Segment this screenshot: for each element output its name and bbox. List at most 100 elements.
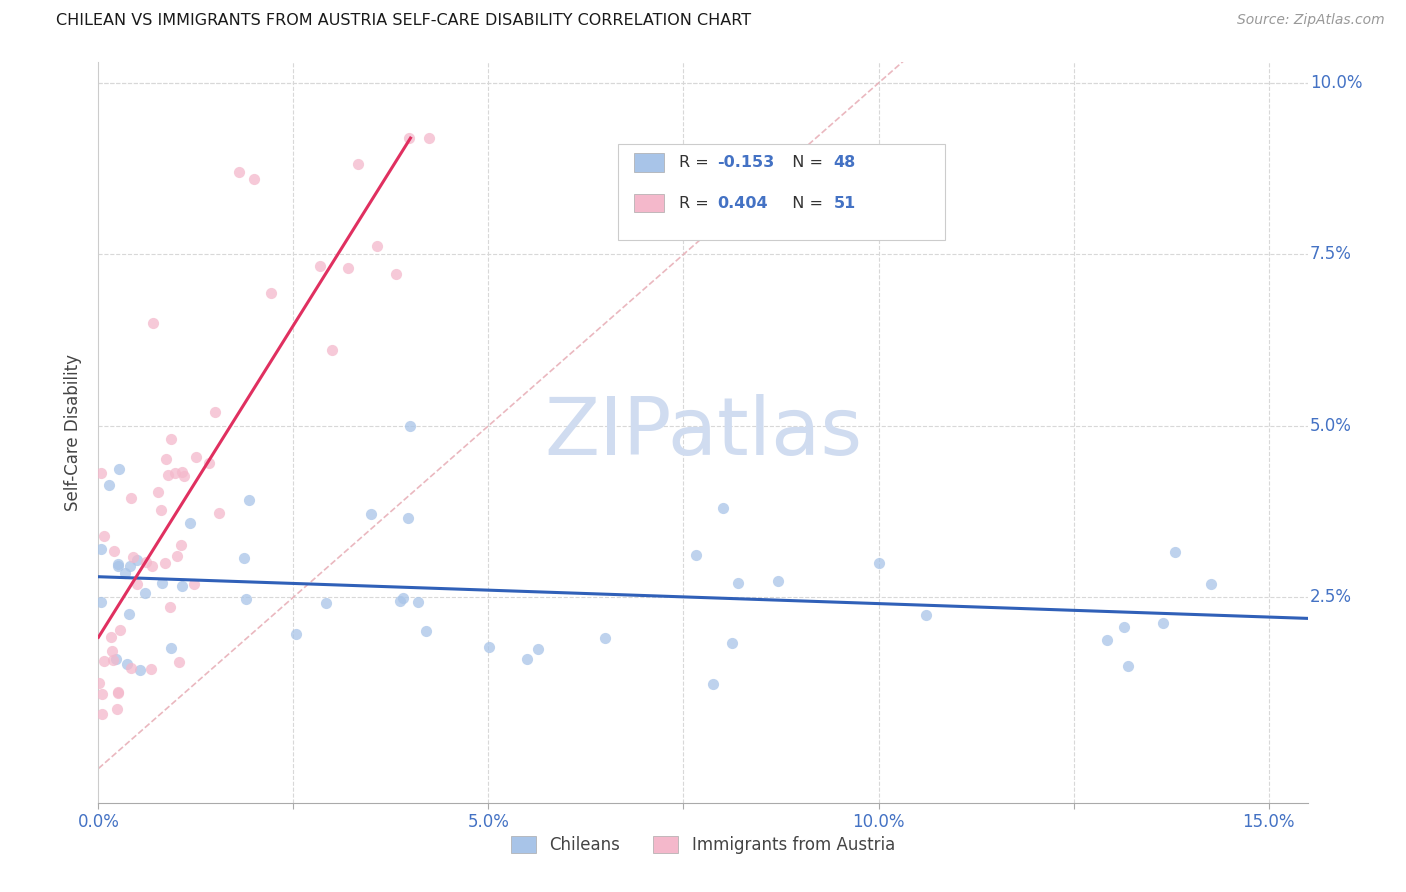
Point (396, 511, 419, 525)
Point (142, 316, 165, 330)
Point (105, 702, 128, 716)
Point (118, 558, 141, 573)
Point (360, 507, 382, 521)
Text: N =: N = (782, 155, 828, 169)
Point (516, 652, 538, 666)
Point (389, 593, 412, 607)
Point (727, 576, 749, 591)
Point (711, 501, 734, 516)
Point (169, 538, 191, 552)
Text: Source: ZipAtlas.com: Source: ZipAtlas.com (1237, 13, 1385, 28)
Point (107, 558, 129, 573)
Point (90, 466, 112, 480)
Point (120, 491, 142, 505)
Text: ZIPatlas: ZIPatlas (544, 393, 862, 472)
Point (139, 662, 162, 676)
FancyBboxPatch shape (634, 194, 664, 212)
Point (150, 503, 173, 517)
Point (285, 627, 308, 641)
Text: 2.5%: 2.5% (1310, 588, 1353, 607)
Point (90, 687, 112, 701)
Point (399, 418, 422, 433)
Point (93, 529, 115, 543)
Y-axis label: Self-Care Disability: Self-Care Disability (65, 354, 83, 511)
Point (720, 636, 742, 650)
Point (167, 655, 190, 669)
Point (243, 172, 266, 186)
Point (134, 586, 156, 600)
Text: N =: N = (782, 195, 828, 211)
Point (107, 685, 129, 699)
Point (398, 131, 420, 145)
Point (702, 676, 724, 690)
Point (160, 432, 183, 446)
Text: 48: 48 (834, 155, 856, 169)
Point (170, 579, 193, 593)
Point (166, 549, 188, 564)
Point (768, 574, 790, 588)
Point (89, 676, 111, 690)
Text: 10.0%: 10.0% (1310, 74, 1362, 92)
Point (595, 632, 617, 646)
Point (125, 552, 148, 566)
Point (915, 607, 938, 622)
Point (415, 624, 437, 638)
Point (1116, 658, 1139, 673)
Point (159, 600, 181, 615)
Point (141, 559, 163, 574)
Point (347, 157, 370, 171)
Point (90, 542, 112, 557)
Point (1201, 576, 1223, 591)
Point (184, 450, 207, 464)
Point (183, 577, 205, 591)
Point (97, 478, 120, 492)
Point (204, 405, 226, 419)
Point (160, 640, 183, 655)
Legend: Chileans, Immigrants from Austria: Chileans, Immigrants from Austria (505, 830, 901, 861)
Point (152, 576, 174, 591)
FancyBboxPatch shape (634, 153, 664, 171)
Point (238, 493, 260, 508)
Point (107, 686, 129, 700)
Point (135, 555, 157, 569)
Point (91, 706, 114, 721)
Point (228, 165, 250, 179)
Point (1095, 633, 1118, 648)
Text: 51: 51 (834, 195, 856, 211)
Point (108, 462, 131, 476)
Point (125, 577, 148, 591)
Point (121, 549, 143, 564)
Point (1152, 616, 1174, 631)
Point (90, 595, 112, 609)
Point (179, 516, 201, 530)
Point (232, 550, 254, 565)
Point (198, 457, 221, 471)
Point (308, 260, 330, 274)
Text: 5.0%: 5.0% (1310, 417, 1353, 434)
Point (100, 631, 122, 645)
Point (337, 261, 360, 276)
Point (101, 644, 124, 658)
Point (115, 657, 138, 672)
Point (155, 451, 177, 466)
Point (114, 566, 136, 580)
Text: R =: R = (679, 155, 714, 169)
Point (366, 239, 388, 253)
Point (120, 661, 142, 675)
Text: -0.153: -0.153 (717, 155, 775, 169)
Point (406, 595, 429, 609)
Point (129, 663, 152, 677)
Point (868, 556, 890, 570)
Point (104, 652, 127, 666)
Point (315, 596, 337, 610)
Point (155, 556, 177, 570)
Point (156, 467, 179, 482)
Point (384, 267, 406, 281)
Point (685, 548, 707, 562)
Point (260, 285, 283, 300)
Text: R =: R = (679, 195, 714, 211)
Point (165, 467, 187, 481)
Point (208, 506, 231, 520)
Text: CHILEAN VS IMMIGRANTS FROM AUSTRIA SELF-CARE DISABILITY CORRELATION CHART: CHILEAN VS IMMIGRANTS FROM AUSTRIA SELF-… (56, 13, 751, 29)
Text: 7.5%: 7.5% (1310, 245, 1353, 263)
